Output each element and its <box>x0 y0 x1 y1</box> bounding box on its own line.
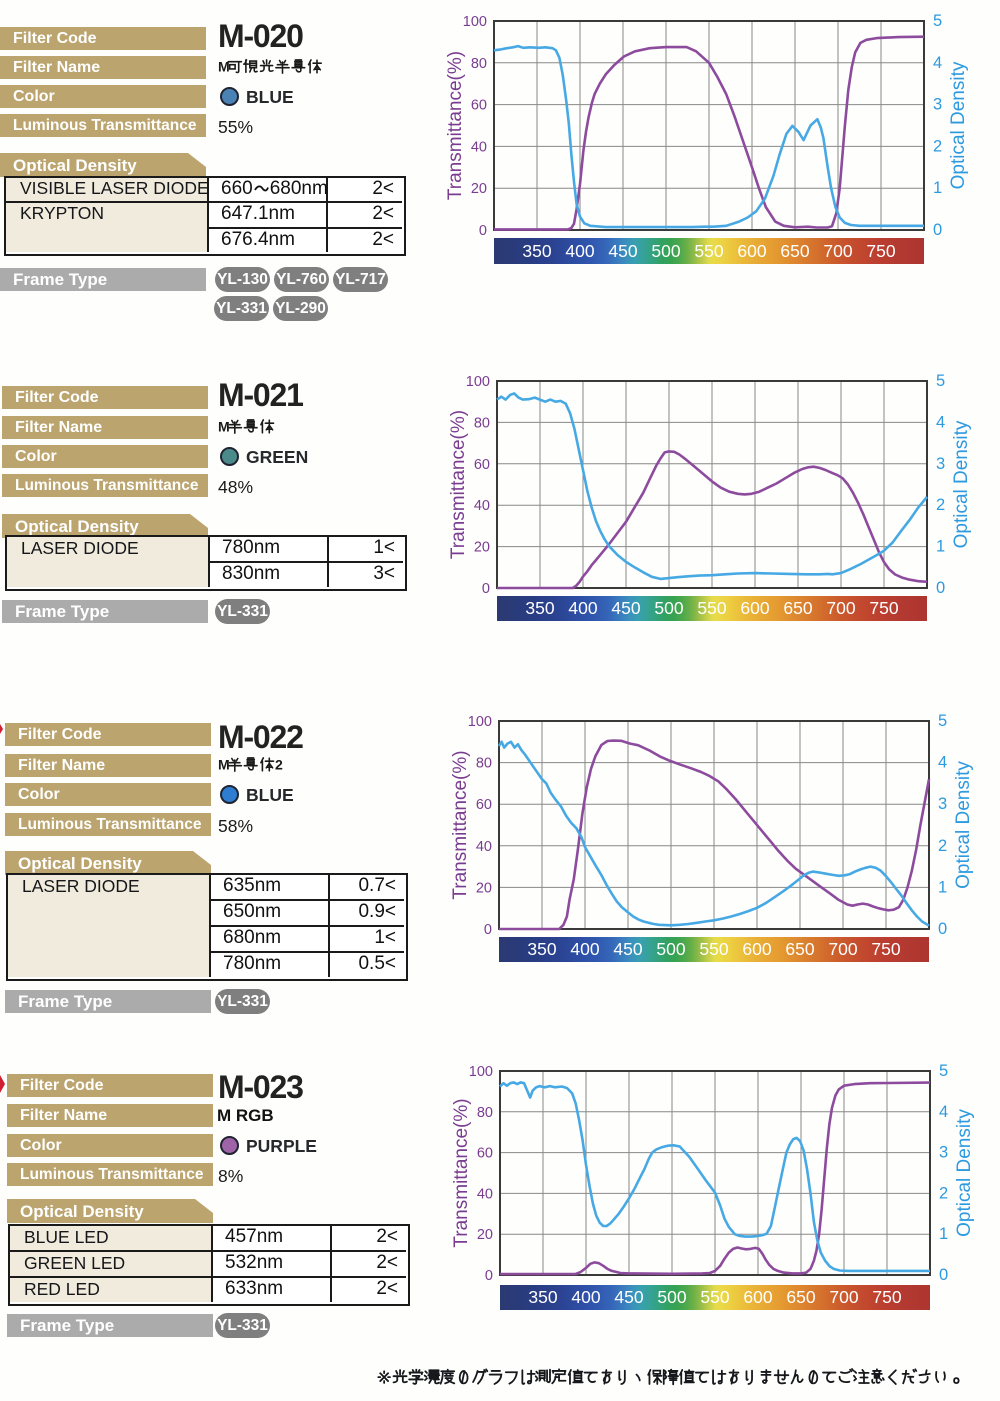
svg-text:M: M <box>218 419 230 435</box>
svg-text:700: 700 <box>829 1287 858 1307</box>
svg-text:350: 350 <box>527 939 556 959</box>
svg-text:400: 400 <box>570 939 599 959</box>
svg-text:100: 100 <box>468 714 492 730</box>
svg-text:40: 40 <box>471 139 487 155</box>
svg-text:1: 1 <box>938 878 947 896</box>
svg-text:80: 80 <box>471 56 487 72</box>
svg-text:Optical Density: Optical Density <box>951 420 972 548</box>
svg-text:650: 650 <box>785 939 814 959</box>
svg-text:1: 1 <box>933 179 942 197</box>
svg-text:40: 40 <box>477 1186 493 1202</box>
svg-text:20: 20 <box>476 880 492 896</box>
svg-text:4: 4 <box>936 413 945 431</box>
svg-text:400: 400 <box>565 241 594 261</box>
svg-text:500: 500 <box>654 598 683 618</box>
svg-text:750: 750 <box>869 598 898 618</box>
svg-text:500: 500 <box>651 241 680 261</box>
svg-text:20: 20 <box>471 181 487 197</box>
svg-text:3: 3 <box>939 1144 948 1162</box>
svg-text:500: 500 <box>657 1287 686 1307</box>
svg-text:400: 400 <box>571 1287 600 1307</box>
svg-text:3: 3 <box>936 455 945 473</box>
svg-text:40: 40 <box>474 498 490 514</box>
svg-text:1: 1 <box>939 1225 948 1243</box>
svg-text:0: 0 <box>484 922 492 938</box>
svg-text:2: 2 <box>936 496 945 514</box>
svg-text:350: 350 <box>525 598 554 618</box>
svg-text:4: 4 <box>939 1103 948 1121</box>
svg-text:5: 5 <box>938 712 947 730</box>
svg-text:550: 550 <box>697 598 726 618</box>
svg-text:2: 2 <box>939 1184 948 1202</box>
svg-text:0: 0 <box>485 1268 493 1284</box>
svg-text:4: 4 <box>933 54 942 72</box>
svg-text:Transmittance(%): Transmittance(%) <box>445 51 466 200</box>
svg-text:3: 3 <box>933 96 942 114</box>
svg-text:0: 0 <box>933 221 942 239</box>
svg-text:0: 0 <box>936 579 945 597</box>
svg-text:600: 600 <box>742 939 771 959</box>
svg-text:M: M <box>218 59 230 75</box>
svg-text:3: 3 <box>938 795 947 813</box>
svg-text:450: 450 <box>614 1287 643 1307</box>
svg-text:Transmittance(%): Transmittance(%) <box>451 1098 472 1247</box>
svg-text:600: 600 <box>737 241 766 261</box>
svg-text:700: 700 <box>826 598 855 618</box>
svg-text:5: 5 <box>933 12 942 30</box>
svg-text:Optical Density: Optical Density <box>953 761 974 889</box>
svg-text:5: 5 <box>939 1062 948 1080</box>
svg-text:750: 750 <box>871 939 900 959</box>
svg-text:750: 750 <box>872 1287 901 1307</box>
svg-text:450: 450 <box>611 598 640 618</box>
svg-text:2: 2 <box>938 837 947 855</box>
svg-text:600: 600 <box>740 598 769 618</box>
svg-text:80: 80 <box>474 415 490 431</box>
svg-text:60: 60 <box>471 98 487 114</box>
svg-text:1: 1 <box>936 538 945 556</box>
svg-text:350: 350 <box>528 1287 557 1307</box>
svg-text:0: 0 <box>479 223 487 239</box>
svg-text:550: 550 <box>699 939 728 959</box>
svg-text:2: 2 <box>933 137 942 155</box>
svg-text:4: 4 <box>938 754 947 772</box>
svg-text:2: 2 <box>275 757 283 773</box>
svg-text:80: 80 <box>476 756 492 772</box>
svg-text:550: 550 <box>700 1287 729 1307</box>
svg-text:450: 450 <box>608 241 637 261</box>
svg-text:M: M <box>218 757 230 773</box>
svg-text:700: 700 <box>823 241 852 261</box>
svg-text:500: 500 <box>656 939 685 959</box>
svg-text:650: 650 <box>783 598 812 618</box>
svg-text:Transmittance(%): Transmittance(%) <box>450 750 471 899</box>
svg-text:0: 0 <box>482 581 490 597</box>
svg-text:60: 60 <box>477 1146 493 1162</box>
svg-text:700: 700 <box>828 939 857 959</box>
svg-text:Optical Density: Optical Density <box>954 1109 975 1237</box>
svg-text:750: 750 <box>866 241 895 261</box>
svg-text:5: 5 <box>936 372 945 390</box>
svg-text:0: 0 <box>939 1266 948 1284</box>
svg-text:40: 40 <box>476 839 492 855</box>
svg-text:20: 20 <box>474 540 490 556</box>
svg-text:650: 650 <box>786 1287 815 1307</box>
svg-text:350: 350 <box>522 241 551 261</box>
svg-text:650: 650 <box>780 241 809 261</box>
svg-text:550: 550 <box>694 241 723 261</box>
svg-text:100: 100 <box>463 14 487 30</box>
svg-text:400: 400 <box>568 598 597 618</box>
svg-text:80: 80 <box>477 1105 493 1121</box>
svg-text:100: 100 <box>469 1064 493 1080</box>
svg-text:0: 0 <box>938 920 947 938</box>
svg-text:Optical Density: Optical Density <box>948 61 969 189</box>
svg-text:20: 20 <box>477 1227 493 1243</box>
svg-text:450: 450 <box>613 939 642 959</box>
svg-text:100: 100 <box>466 374 490 390</box>
svg-text:60: 60 <box>474 457 490 473</box>
svg-text:600: 600 <box>743 1287 772 1307</box>
svg-text:60: 60 <box>476 797 492 813</box>
svg-text:Transmittance(%): Transmittance(%) <box>448 410 469 559</box>
